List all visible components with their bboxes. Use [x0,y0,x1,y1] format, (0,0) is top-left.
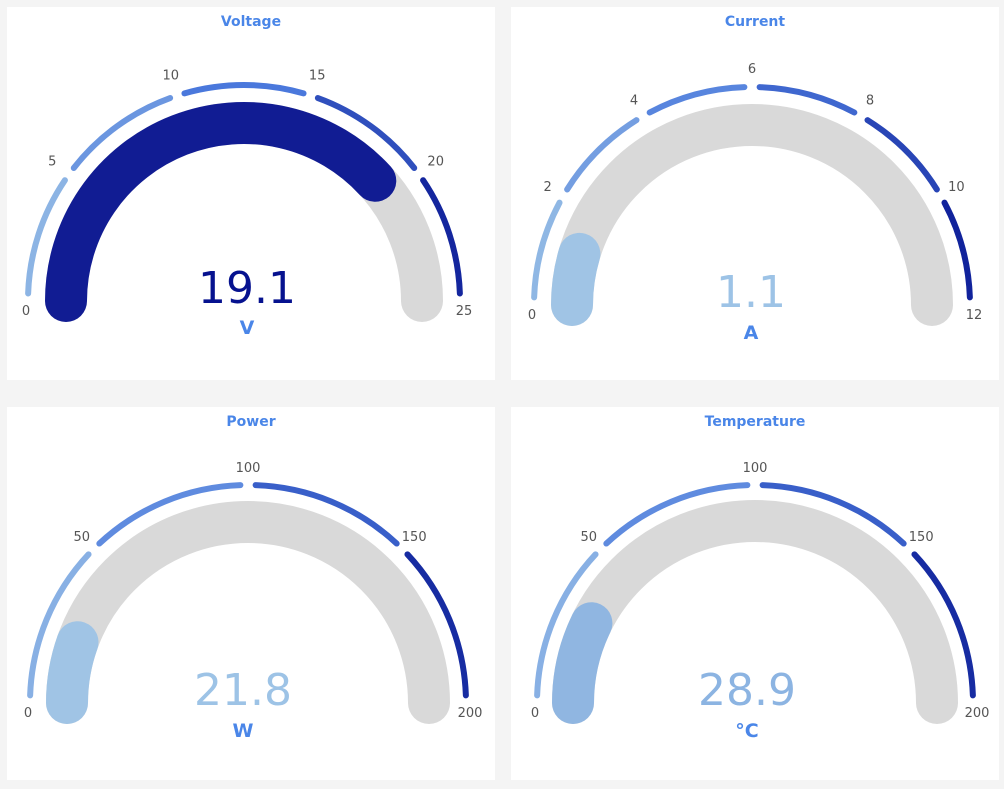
gauge-scale-segment [96,482,244,547]
gauge-panel-temperature: Temperature 0 50 100 150 200 28.9 °C [511,407,999,780]
gauge-unit: A [744,322,759,344]
gauge-tick-label: 50 [74,530,91,545]
gauge-panel-power: Power 0 50 100 150 200 21.8 W [7,407,495,780]
gauge-title: Temperature [705,414,806,430]
gauge-value-bar [46,621,99,724]
gauge-tick-label: 12 [966,308,983,323]
gauge-voltage: Voltage 0 5 10 15 20 25 19.1 V [22,14,473,339]
gauge-scale-segment [534,551,599,699]
gauge-scale-segment [756,84,858,116]
gauge-value: 21.8 [194,665,292,716]
gauge-tick-label: 0 [528,308,536,323]
gauge-tick-label: 10 [163,69,180,84]
gauge-tick-label: 150 [402,530,427,545]
gauge-scale-segment [404,551,469,699]
gauge-scale-segment [531,199,563,301]
gauge-track [551,104,953,326]
gauge-unit: W [233,720,254,742]
gauge-scale-segment [70,95,174,172]
gauge-panel-current: Current 0 2 4 6 8 10 12 1.1 A [511,7,999,380]
gauge-value-bar [552,602,613,724]
gauge-tick-label: 50 [581,530,598,545]
gauge-scale-segment [314,95,418,172]
gauge-tick-label: 5 [48,155,56,170]
gauge-track [46,501,450,724]
gauge-tick-label: 100 [743,461,768,476]
gauge-value-bar [551,232,601,326]
gauge-title: Power [226,414,275,430]
gauge-scale-segment [603,482,751,547]
gauge-scale-segment [252,482,400,547]
gauge-value: 1.1 [716,267,786,318]
gauge-tick-label: 0 [22,304,30,319]
gauge-scale-segment [911,551,976,699]
gauge-scale-segment [941,199,973,301]
gauge-power: Power 0 50 100 150 200 21.8 W [24,414,483,742]
gauge-scale-segment [27,551,92,699]
gauge-unit: °C [735,720,758,742]
gauge-scale-segment [646,84,748,116]
gauge-scale-segment [25,177,68,297]
gauge-unit: V [240,317,255,339]
gauge-tick-label: 15 [309,69,326,84]
gauge-scale-segment [181,82,307,97]
gauge-current: Current 0 2 4 6 8 10 12 1.1 A [528,14,983,344]
gauge-value: 28.9 [698,665,796,716]
gauge-value: 19.1 [198,263,296,314]
gauge-tick-label: 2 [543,180,551,195]
gauge-tick-label: 0 [531,706,539,721]
gauge-scale-segment [420,177,463,297]
gauge-scale-segment [564,117,640,193]
gauge-tick-label: 100 [236,461,261,476]
gauge-tick-label: 200 [458,706,483,721]
gauge-scale-segment [759,482,907,547]
gauge-scale-segment [864,117,940,193]
gauge-tick-label: 25 [456,304,473,319]
gauge-value-bar [45,102,397,322]
gauge-tick-label: 4 [630,94,638,109]
gauge-tick-label: 200 [965,706,990,721]
gauge-tick-label: 150 [909,530,934,545]
gauge-temperature: Temperature 0 50 100 150 200 28.9 °C [531,414,990,742]
gauge-tick-label: 20 [427,155,444,170]
gauge-panel-voltage: Voltage 0 5 10 15 20 25 19.1 V [7,7,495,380]
gauge-tick-label: 8 [866,94,874,109]
gauge-tick-label: 10 [948,180,965,195]
gauge-title: Voltage [221,14,281,30]
gauge-tick-label: 6 [748,62,756,77]
gauge-title: Current [725,14,786,30]
gauge-tick-label: 0 [24,706,32,721]
